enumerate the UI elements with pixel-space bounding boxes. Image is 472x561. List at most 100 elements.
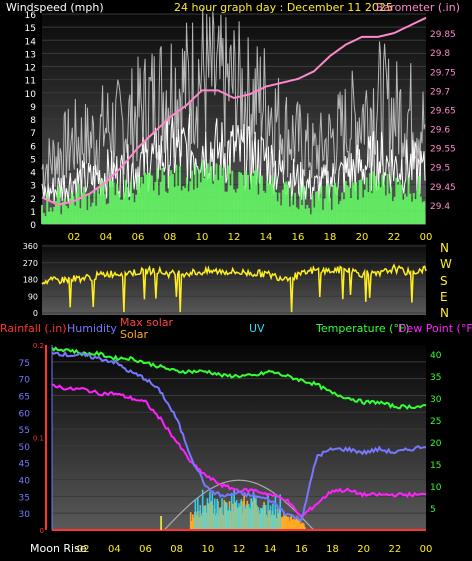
wind-x-tick-label: 02 [68,232,81,243]
wind-tick-label: 11 [25,77,36,87]
wind-tick-label: 15 [25,24,36,34]
barometer-tick-label: 29.55 [430,145,456,155]
temperature-label: Temperature (°F) [315,322,410,335]
humidity-label: Humidity [67,322,117,335]
climate-x-tick-label: 00 [420,544,433,555]
humidity-tick-label: 70 [19,376,31,386]
barometer-tick-label: 29.4 [430,202,450,212]
temperature-tick-label: 10 [430,483,442,493]
wind-tick-label: 10 [25,90,37,100]
humidity-tick-label: 45 [19,460,30,470]
barometer-tick-label: 29.6 [430,126,450,136]
direction-tick-label: 270 [23,259,38,268]
humidity-tick-label: 65 [19,392,30,402]
wind-x-tick-label: 22 [388,232,401,243]
climate-x-tick-label: 10 [201,544,214,555]
temperature-tick-label: 15 [430,461,441,471]
barometer-tick-label: 29.5 [430,164,450,174]
climate-x-tick-label: 04 [108,544,121,555]
rain-tick-label: 0.1 [33,435,44,443]
wind-x-tick-label: 16 [292,232,305,243]
direction-tick-label: 360 [23,242,38,251]
humidity-line [51,350,427,523]
climate-x-tick-label: 20 [357,544,370,555]
wind-tick-label: 4 [30,169,36,179]
temperature-tick-label: 20 [430,439,442,449]
solar-label: Solar [120,328,149,341]
wind-tick-label: 1 [30,208,36,218]
humidity-tick-label: 55 [19,426,30,436]
rainfall-label: Rainfall (.in) [0,322,67,335]
humidity-tick-label: 75 [19,359,30,369]
rain-tick-label: 0.2 [33,342,44,350]
compass-labels: N W S E N [440,241,452,320]
climate-panel [52,345,426,531]
wind-tick-label: 13 [25,50,36,60]
max-solar-label: Max solar [120,316,173,329]
windspeed-axis-title: Windspeed (mph) [6,1,104,14]
wind-tick-label: 12 [25,64,36,74]
wind-tick-label: 16 [25,11,37,21]
compass-s: S [440,274,448,288]
temperature-tick-label: 40 [430,351,442,361]
max-solar-curve [163,479,315,531]
wind-direction-line [41,263,427,313]
wind-x-tick-label: 08 [164,232,177,243]
humidity-tick-label: 40 [19,477,31,487]
climate-x-tick-label: 06 [139,544,152,555]
direction-tick-label: 0 [33,309,38,318]
temperature-line [51,346,427,410]
climate-x-tick-label: 16 [295,544,308,555]
wind-tick-label: 6 [30,142,36,152]
wind-x-tick-label: 10 [196,232,209,243]
temperature-tick-label: 5 [430,505,436,515]
moon-rise-label: Moon Rise [30,542,87,555]
wind-x-tick-label: 04 [100,232,113,243]
wind-x-tick-label: 14 [260,232,273,243]
barometer-tick-label: 29.75 [430,68,456,78]
temperature-tick-label: 25 [430,417,441,427]
wind-tick-label: 7 [30,129,36,139]
rain-tick-label: 0 [40,527,44,535]
direction-tick-label: 90 [28,292,38,301]
windspeed-gust-line [41,7,426,191]
temperature-tick-label: 35 [430,373,441,383]
wind-tick-label: 3 [30,182,36,192]
direction-tick-label: 180 [23,276,38,285]
compass-w: W [440,257,452,271]
wind-x-tick-label: 06 [132,232,145,243]
wind-x-tick-label: 12 [228,232,241,243]
climate-x-tick-label: 14 [264,544,277,555]
climate-x-tick-label: 12 [233,544,246,555]
uv-label: UV [249,322,265,335]
humidity-tick-label: 50 [19,443,31,453]
climate-x-tick-label: 08 [170,544,183,555]
climate-x-tick-label: 02 [77,544,90,555]
barometer-tick-label: 29.45 [430,183,456,193]
humidity-tick-label: 35 [19,493,30,503]
wind-tick-label: 14 [25,37,37,47]
barometer-line [41,16,427,206]
temperature-tick-label: 30 [430,395,442,405]
wind-tick-label: 9 [30,103,36,113]
wind-tick-label: 5 [30,155,36,165]
wind-x-tick-label: 18 [324,232,337,243]
graph-title: 24 hour graph day : December 11 2025 [174,1,393,14]
compass-n-top: N [440,241,449,255]
barometer-tick-label: 29.8 [430,49,450,59]
humidity-tick-label: 30 [19,510,31,520]
barometer-tick-label: 29.7 [430,87,450,97]
compass-n-bottom: N [440,306,449,320]
barometer-tick-label: 29.85 [430,30,456,40]
wind-x-tick-label: 00 [420,232,433,243]
wind-tick-label: 2 [30,195,36,205]
climate-x-tick-label: 18 [326,544,339,555]
humidity-tick-label: 60 [19,409,31,419]
barometer-tick-label: 29.65 [430,106,456,116]
wind-tick-label: 0 [30,221,36,231]
dew-point-label: Dew Point (°F) [398,322,472,335]
compass-e: E [440,290,448,304]
climate-x-tick-label: 22 [388,544,401,555]
